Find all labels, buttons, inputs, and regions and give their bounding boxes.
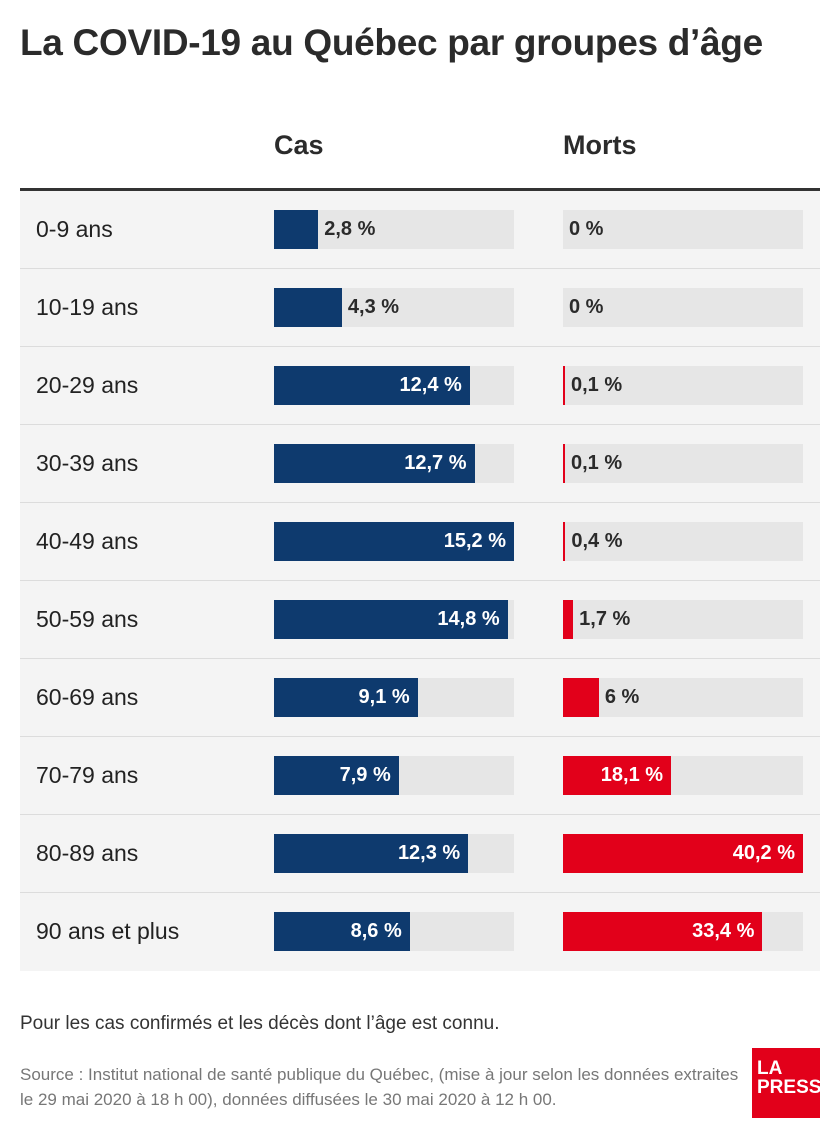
cas-bar-track: 12,4 % [274, 366, 514, 405]
table-row: 0-9 ans 2,8 % 0 % [20, 191, 820, 269]
table-row: 40-49 ans 15,2 % 0,4 % [20, 503, 820, 581]
morts-bar-track: 40,2 % [563, 834, 803, 873]
table-row: 60-69 ans 9,1 % 6 % [20, 659, 820, 737]
cas-bar-track: 9,1 % [274, 678, 514, 717]
morts-value-label: 18,1 % [600, 764, 664, 786]
morts-bar-track: 0 % [563, 210, 803, 249]
column-header-cas: Cas [274, 130, 324, 160]
source-note: Source : Institut national de santé publ… [20, 1065, 739, 1109]
cas-bar-track: 12,3 % [274, 834, 514, 873]
la-presse-logo: LA PRESSE [752, 1048, 835, 1118]
age-group-label: 10-19 ans [36, 294, 139, 320]
table-row: 10-19 ans 4,3 % 0 % [20, 269, 820, 347]
cas-value-label: 9,1 % [358, 686, 410, 708]
morts-bar [563, 912, 763, 951]
cas-bar-track: 14,8 % [274, 600, 514, 639]
cas-bar [274, 366, 470, 405]
morts-value-label: 0 % [569, 296, 604, 318]
morts-value-label: 33,4 % [692, 920, 755, 942]
morts-value-label: 0,1 % [571, 374, 623, 396]
chart-rows: 0-9 ans 2,8 % 0 % 10-19 ans 4,3 % 0 % 20-29 an… [20, 191, 820, 971]
morts-bar [563, 366, 565, 405]
table-row: 30-39 ans 12,7 % 0,1 % [20, 425, 820, 503]
table-row: 80-89 ans 12,3 % 40,2 % [20, 815, 820, 893]
cas-bar [274, 834, 469, 873]
table-row: 70-79 ans 7,9 % 18,1 % [20, 737, 820, 815]
cas-bar-track: 15,2 % [274, 522, 514, 561]
cas-value-label: 15,2 % [443, 530, 506, 552]
morts-bar-track: 6 % [563, 678, 803, 717]
cas-bar [274, 522, 514, 561]
morts-bar-track: 0,4 % [563, 522, 803, 561]
age-group-label: 0-9 ans [36, 216, 113, 242]
cas-value-label: 4,3 % [347, 296, 400, 318]
cas-value-label: 7,9 % [339, 764, 391, 786]
morts-bar [563, 756, 672, 795]
morts-bar-track: 18,1 % [563, 756, 803, 795]
age-group-label: 30-39 ans [36, 450, 139, 476]
cas-value-label: 12,3 % [397, 842, 461, 864]
table-row: 50-59 ans 14,8 % 1,7 % [20, 581, 820, 659]
cas-bar [274, 288, 342, 327]
age-group-label: 90 ans et plus [36, 918, 180, 944]
cas-bar-track: 12,7 % [274, 444, 514, 483]
morts-value-label: 0,4 % [571, 530, 623, 552]
morts-bar [563, 444, 565, 483]
table-row: 20-29 ans 12,4 % 0,1 % [20, 347, 820, 425]
morts-bar-track: 0,1 % [563, 444, 803, 483]
logo-line-1: LA [757, 1058, 783, 1079]
morts-bar [563, 834, 803, 873]
morts-value-label: 0,1 % [571, 452, 623, 474]
morts-bar-track: 0 % [563, 288, 803, 327]
morts-value-label: 40,2 % [732, 842, 795, 864]
morts-bar [563, 522, 566, 561]
cas-value-label: 8,6 % [350, 920, 402, 942]
page-title: La COVID-19 au Québec par groupes d’âge [20, 22, 763, 63]
age-group-label: 40-49 ans [36, 528, 139, 554]
footnote: Pour les cas confirmés et les décès dont… [20, 1013, 500, 1034]
morts-bar [563, 600, 574, 639]
cas-value-label: 2,8 % [324, 218, 376, 240]
logo-line-2: PRESSE [757, 1077, 835, 1098]
cas-bar [274, 210, 319, 249]
age-group-label: 50-59 ans [36, 606, 139, 632]
cas-bar-track: 8,6 % [274, 912, 514, 951]
morts-value-label: 0 % [569, 218, 604, 240]
cas-bar [274, 756, 399, 795]
morts-bar-track: 33,4 % [563, 912, 803, 951]
cas-bar [274, 600, 508, 639]
column-header-morts: Morts [563, 130, 637, 160]
morts-bar-track: 0,1 % [563, 366, 803, 405]
age-group-label: 60-69 ans [36, 684, 139, 710]
morts-bar-track: 1,7 % [563, 600, 803, 639]
age-group-label: 20-29 ans [36, 372, 139, 398]
cas-bar-track: 7,9 % [274, 756, 514, 795]
cas-bar [274, 678, 418, 717]
header-divider [20, 188, 820, 191]
morts-value-label: 1,7 % [579, 608, 631, 630]
cas-bar-track: 2,8 % [274, 210, 514, 249]
cas-bar-track: 4,3 % [274, 288, 514, 327]
cas-value-label: 12,4 % [399, 374, 462, 396]
cas-value-label: 14,8 % [437, 608, 500, 630]
morts-value-label: 6 % [604, 686, 640, 708]
age-group-label: 80-89 ans [36, 840, 139, 866]
table-row: 90 ans et plus 8,6 % 33,4 % [20, 893, 820, 971]
age-group-label: 70-79 ans [36, 762, 139, 788]
cas-bar [274, 444, 475, 483]
cas-value-label: 12,7 % [404, 452, 467, 474]
cas-bar [274, 912, 410, 951]
morts-bar [563, 678, 599, 717]
